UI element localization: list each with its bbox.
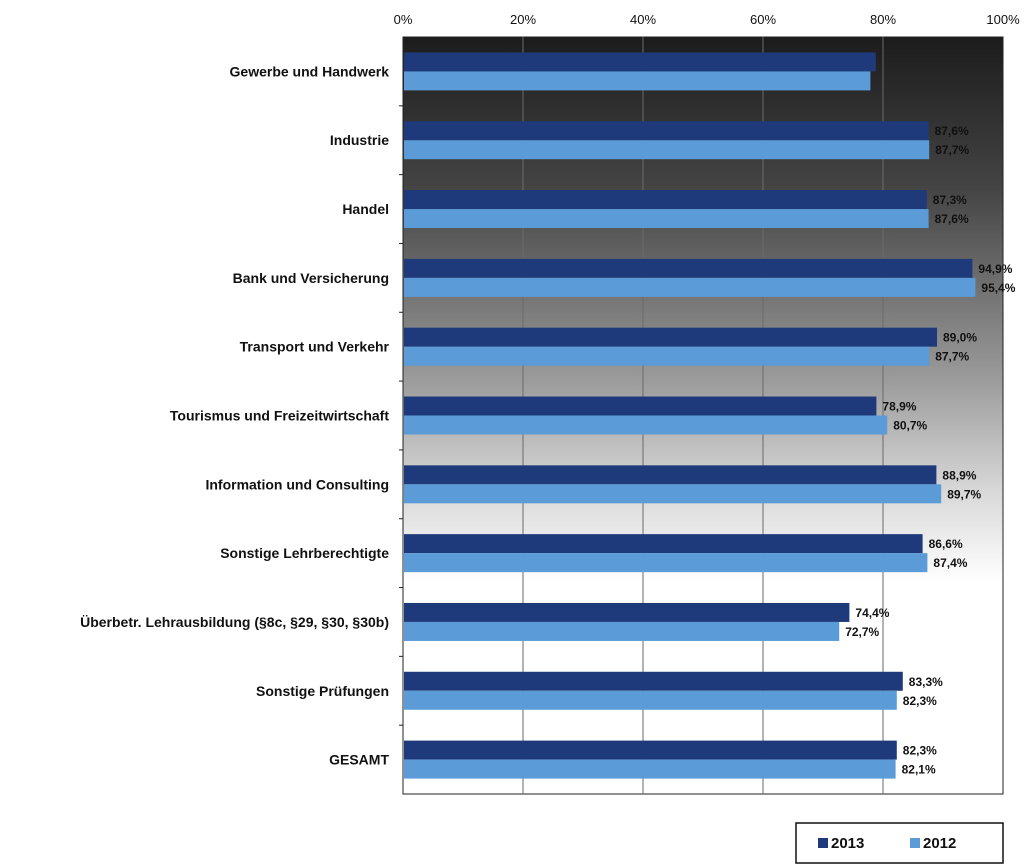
category-label: Überbetr. Lehrausbildung (§8c, §29, §30,… xyxy=(80,614,389,630)
data-label-2012: 72,7% xyxy=(845,625,879,639)
data-label-2012: 89,7% xyxy=(947,487,981,501)
category-label: Transport und Verkehr xyxy=(240,339,390,355)
bar-2012-0 xyxy=(404,71,871,91)
bar-2012-8 xyxy=(404,621,840,641)
bar-2013-10 xyxy=(404,740,897,760)
bar-2012-1 xyxy=(404,140,930,160)
bar-2013-0 xyxy=(404,52,876,72)
bar-series xyxy=(404,52,976,779)
category-label: Information und Consulting xyxy=(205,476,389,492)
data-label-2012: 87,7% xyxy=(935,350,969,364)
bar-2013-1 xyxy=(404,121,929,141)
data-label-2012: 87,6% xyxy=(935,212,969,226)
bar-2013-2 xyxy=(404,190,927,210)
bar-2013-3 xyxy=(404,258,973,278)
legend-swatch-2013 xyxy=(818,838,828,848)
bar-2012-4 xyxy=(404,346,930,366)
bar-2013-8 xyxy=(404,602,850,622)
bar-2013-4 xyxy=(404,327,937,347)
data-labels: 87,6% 87,7% 87,3% 87,6% 94,9% 95,4% 89,0% 87,7%… xyxy=(845,124,1016,776)
bar-2013-6 xyxy=(404,465,937,485)
data-label-2013: 87,6% xyxy=(935,124,969,138)
data-label-2012: 95,4% xyxy=(981,281,1015,295)
x-tick-label: 0% xyxy=(394,12,413,27)
bar-2012-10 xyxy=(404,759,896,779)
category-label: Industrie xyxy=(330,132,389,148)
bar-2012-6 xyxy=(404,484,942,504)
data-label-2013: 83,3% xyxy=(909,675,943,689)
x-tick-label: 60% xyxy=(750,12,776,27)
legend-label-2013: 2013 xyxy=(831,835,864,852)
category-label: Sonstige Lehrberechtigte xyxy=(220,545,389,561)
data-label-2013: 82,3% xyxy=(903,744,937,758)
x-tick-label: 80% xyxy=(870,12,896,27)
category-label: Sonstige Prüfungen xyxy=(256,683,389,699)
category-label: Handel xyxy=(342,201,389,217)
legend-swatch-2012 xyxy=(910,838,920,848)
category-label: GESAMT xyxy=(329,752,389,768)
data-label-2013: 94,9% xyxy=(978,262,1012,276)
x-axis-ticks: 0% 20% 40% 60% 80% 100% xyxy=(394,12,1020,27)
category-label: Bank und Versicherung xyxy=(233,270,389,286)
category-labels: Gewerbe und Handwerk Industrie Handel Bank … xyxy=(80,63,389,767)
bar-2013-5 xyxy=(404,396,877,416)
data-label-2012: 82,3% xyxy=(903,694,937,708)
legend-label-2012: 2012 xyxy=(923,835,956,852)
data-label-2012: 80,7% xyxy=(893,419,927,433)
category-label: Tourismus und Freizeitwirtschaft xyxy=(170,408,389,424)
bar-2013-7 xyxy=(404,534,923,554)
data-label-2012: 87,7% xyxy=(935,143,969,157)
bar-2012-9 xyxy=(404,690,897,710)
data-label-2013: 87,3% xyxy=(933,193,967,207)
data-label-2013: 89,0% xyxy=(943,331,977,345)
data-label-2013: 78,9% xyxy=(882,400,916,414)
data-label-2013: 86,6% xyxy=(929,537,963,551)
data-label-2013: 74,4% xyxy=(855,606,889,620)
bar-2012-5 xyxy=(404,415,888,435)
bar-2012-3 xyxy=(404,277,976,297)
data-label-2013: 88,9% xyxy=(942,468,976,482)
bar-2013-9 xyxy=(404,671,903,691)
legend-box xyxy=(795,822,1004,864)
data-label-2012: 87,4% xyxy=(933,556,967,570)
x-tick-label: 20% xyxy=(510,12,536,27)
x-tick-label: 40% xyxy=(630,12,656,27)
bar-2012-7 xyxy=(404,553,928,573)
x-tick-label: 100% xyxy=(986,12,1020,27)
category-label: Gewerbe und Handwerk xyxy=(230,63,390,79)
legend: 2013 2012 xyxy=(795,822,1004,864)
data-label-2012: 82,1% xyxy=(902,763,936,777)
bar-2012-2 xyxy=(404,209,929,229)
